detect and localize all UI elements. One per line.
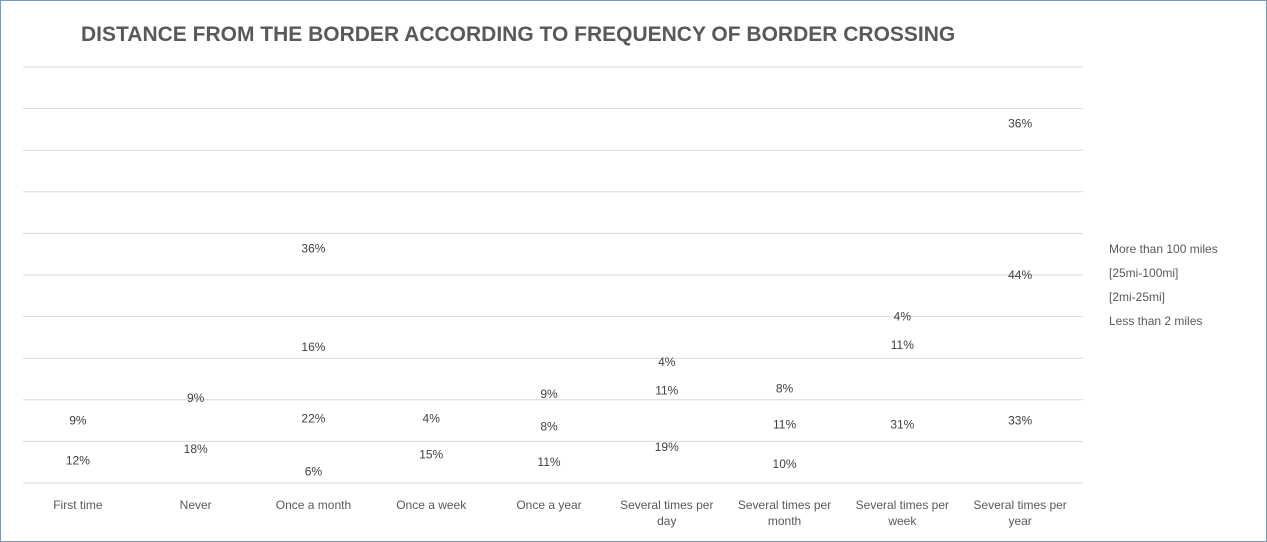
data-label: 6% xyxy=(305,465,323,479)
x-tick-label: Several times per day xyxy=(620,498,713,528)
legend-item-more-than-100-miles: More than 100 miles xyxy=(1109,242,1218,256)
data-label: 11% xyxy=(655,383,678,397)
data-label: 9% xyxy=(69,414,87,428)
x-tick-label: First time xyxy=(53,498,103,512)
data-label: 16% xyxy=(301,340,325,354)
data-label: 31% xyxy=(890,417,914,431)
data-label: 4% xyxy=(894,310,912,324)
data-label: 4% xyxy=(658,355,676,369)
x-tick-label: Several times per week xyxy=(856,498,949,528)
data-label: 8% xyxy=(776,381,794,395)
data-label: 10% xyxy=(773,457,797,471)
data-label: 18% xyxy=(184,442,208,456)
legend-item-2mi-25mi: [2mi-25mi] xyxy=(1109,290,1166,304)
x-tick-label: Several times per year xyxy=(973,498,1066,528)
chart-title: DISTANCE FROM THE BORDER ACCORDING TO FR… xyxy=(81,23,956,46)
data-label: 33% xyxy=(1008,414,1032,428)
x-tick-label: Once a year xyxy=(516,498,581,512)
data-label: 12% xyxy=(66,453,90,467)
data-label: 8% xyxy=(540,419,558,433)
data-label: 11% xyxy=(773,417,796,431)
data-label: 19% xyxy=(655,440,679,454)
data-label: 9% xyxy=(540,387,558,401)
x-tick-label: Once a week xyxy=(396,498,467,512)
x-tick-label: Once a month xyxy=(276,498,351,512)
data-label: 11% xyxy=(537,455,560,469)
data-label: 9% xyxy=(187,391,205,405)
data-label: 22% xyxy=(301,412,325,426)
x-tick-label: Several times per month xyxy=(738,498,831,528)
x-tick-label: Never xyxy=(180,498,212,512)
data-label: 36% xyxy=(1008,117,1032,131)
data-label: 15% xyxy=(419,448,443,462)
legend: More than 100 miles [25mi-100mi] [2mi-25… xyxy=(1101,237,1261,333)
data-label: 36% xyxy=(301,242,325,256)
data-label: 44% xyxy=(1008,268,1032,282)
legend-item-less-than-2-miles: Less than 2 miles xyxy=(1109,314,1203,328)
data-label: 11% xyxy=(891,338,914,352)
legend-item-25mi-100mi: [25mi-100mi] xyxy=(1109,266,1179,280)
data-label: 4% xyxy=(423,412,441,426)
